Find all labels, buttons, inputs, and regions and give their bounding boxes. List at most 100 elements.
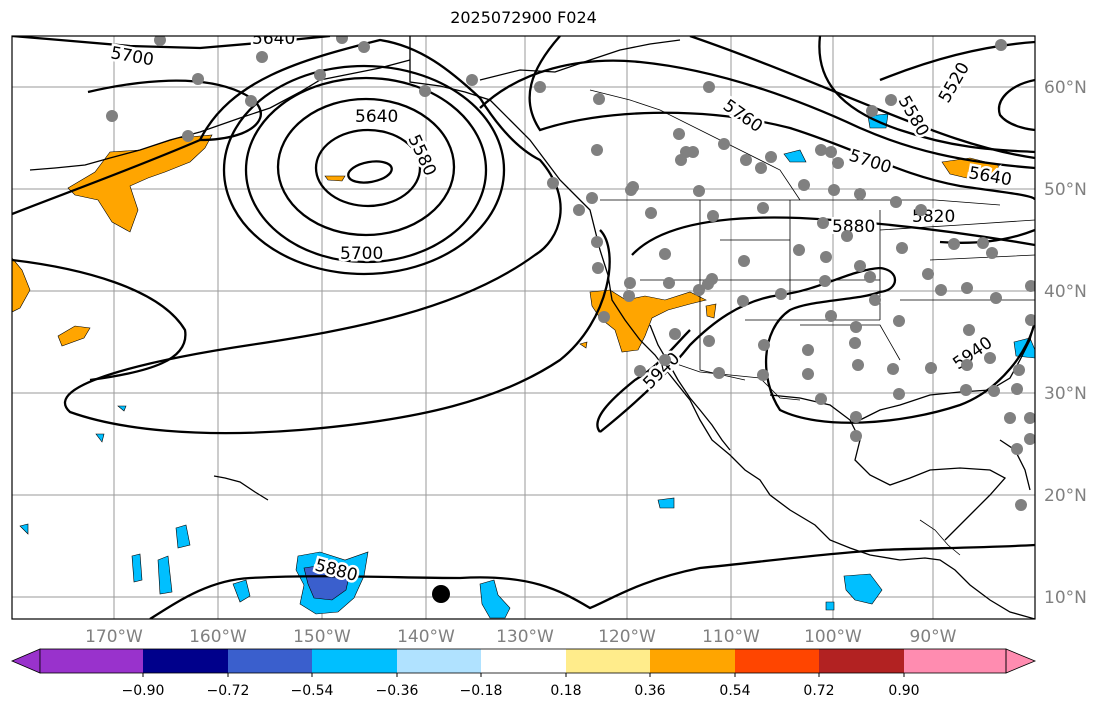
positive-anomaly-fill	[57, 325, 91, 347]
station-marker	[534, 81, 546, 93]
latitude-label: 30°N	[1044, 384, 1087, 404]
contour-line	[12, 38, 611, 435]
station-marker	[887, 363, 899, 375]
station-marker	[850, 321, 862, 333]
contour-label: 5700	[340, 244, 383, 264]
station-marker	[703, 335, 715, 347]
negative-anomaly-fill	[175, 524, 191, 549]
station-marker	[988, 385, 1000, 397]
station-marker	[1024, 433, 1035, 445]
station-marker	[1024, 412, 1035, 424]
colorbar-segment	[312, 649, 397, 673]
negative-anomaly-fill	[157, 555, 173, 595]
station-marker	[625, 184, 637, 196]
station-marker	[634, 365, 646, 377]
station-marker	[935, 284, 947, 296]
station-marker	[593, 93, 605, 105]
colorbar-segment	[904, 649, 1006, 673]
negative-anomaly-fill	[232, 579, 251, 603]
colorbar-segment	[819, 649, 904, 673]
station-marker	[1015, 499, 1027, 511]
station-marker	[693, 185, 705, 197]
contour-line	[222, 64, 506, 276]
station-marker	[687, 146, 699, 158]
colorbar: −0.90 −0.72 −0.54 −0.36 −0.18 0.18 0.36 0.54 0.7…	[10, 648, 1037, 699]
colorbar-segment	[397, 649, 481, 673]
coastlines	[29, 36, 1035, 619]
negative-anomaly-fill	[95, 433, 105, 443]
station-marker	[849, 337, 861, 349]
station-marker	[256, 51, 268, 63]
station-marker	[961, 282, 973, 294]
longitude-label: 170°W	[85, 627, 143, 647]
latitude-label: 10°N	[1044, 588, 1087, 608]
station-marker	[592, 262, 604, 274]
station-marker	[645, 207, 657, 219]
longitude-label: 110°W	[702, 627, 760, 647]
station-marker	[984, 352, 996, 364]
station-marker	[1011, 383, 1023, 395]
station-marker	[106, 110, 118, 122]
station-marker	[948, 238, 960, 250]
colorbar-extend-high	[1005, 648, 1037, 674]
contour-label: 5640	[252, 29, 295, 49]
negative-anomaly-fill	[479, 579, 511, 619]
station-marker	[755, 162, 767, 174]
station-marker	[675, 154, 687, 166]
station-marker	[707, 210, 719, 222]
station-marker	[738, 255, 750, 267]
station-marker	[850, 430, 862, 442]
station-marker	[893, 388, 905, 400]
contour-label: 5640	[355, 107, 398, 127]
negative-anomaly-fill	[783, 149, 807, 163]
station-marker	[1004, 412, 1016, 424]
station-marker	[466, 74, 478, 86]
colorbar-tick-label: −0.54	[291, 683, 334, 699]
longitude-label: 160°W	[189, 627, 247, 647]
station-marker	[703, 81, 715, 93]
negative-anomaly-fill	[117, 405, 127, 412]
colorbar-extend-low	[10, 648, 41, 674]
negative-anomaly-fill	[657, 497, 675, 509]
contour-line	[276, 97, 456, 237]
contour-line	[347, 160, 393, 184]
station-marker	[1025, 280, 1035, 292]
colorbar-tick-label: 0.90	[888, 683, 919, 699]
station-marker	[961, 359, 973, 371]
positive-anomaly-fill	[12, 257, 31, 313]
colorbar-segment	[650, 649, 735, 673]
contour-line	[244, 76, 488, 264]
station-marker	[757, 369, 769, 381]
station-marker	[673, 128, 685, 140]
contour-line	[479, 59, 1035, 170]
contour-line	[689, 36, 1035, 160]
positive-anomaly-fill	[705, 303, 717, 319]
map-frame	[11, 35, 1036, 620]
station-marker	[925, 362, 937, 374]
negative-anomaly-fill	[825, 601, 835, 611]
colorbar-segment	[566, 649, 650, 673]
station-marker	[815, 393, 827, 405]
longitude-labels: 170°W 160°W 150°W 140°W 130°W 120°W 110°W 100°W…	[85, 627, 957, 647]
longitude-label: 140°W	[397, 627, 455, 647]
contour-line	[631, 216, 1035, 256]
positive-anomaly-fill	[324, 175, 346, 182]
station-marker	[990, 292, 1002, 304]
colorbar-segment	[481, 649, 566, 673]
station-marker	[591, 144, 603, 156]
station-marker	[314, 69, 326, 81]
latitude-label: 40°N	[1044, 282, 1087, 302]
station-marker	[869, 294, 881, 306]
colorbar-segment	[40, 649, 143, 673]
station-marker	[192, 73, 204, 85]
political-borders	[409, 36, 1035, 556]
station-marker	[758, 339, 770, 351]
station-marker	[825, 146, 837, 158]
colorbar-outline	[39, 648, 1007, 674]
contour-line	[596, 329, 691, 433]
colorbar-segment	[735, 649, 819, 673]
station-marker	[245, 95, 257, 107]
station-marker	[591, 236, 603, 248]
contour-line	[528, 36, 1035, 202]
colorbar-tick-label: 0.36	[634, 683, 665, 699]
